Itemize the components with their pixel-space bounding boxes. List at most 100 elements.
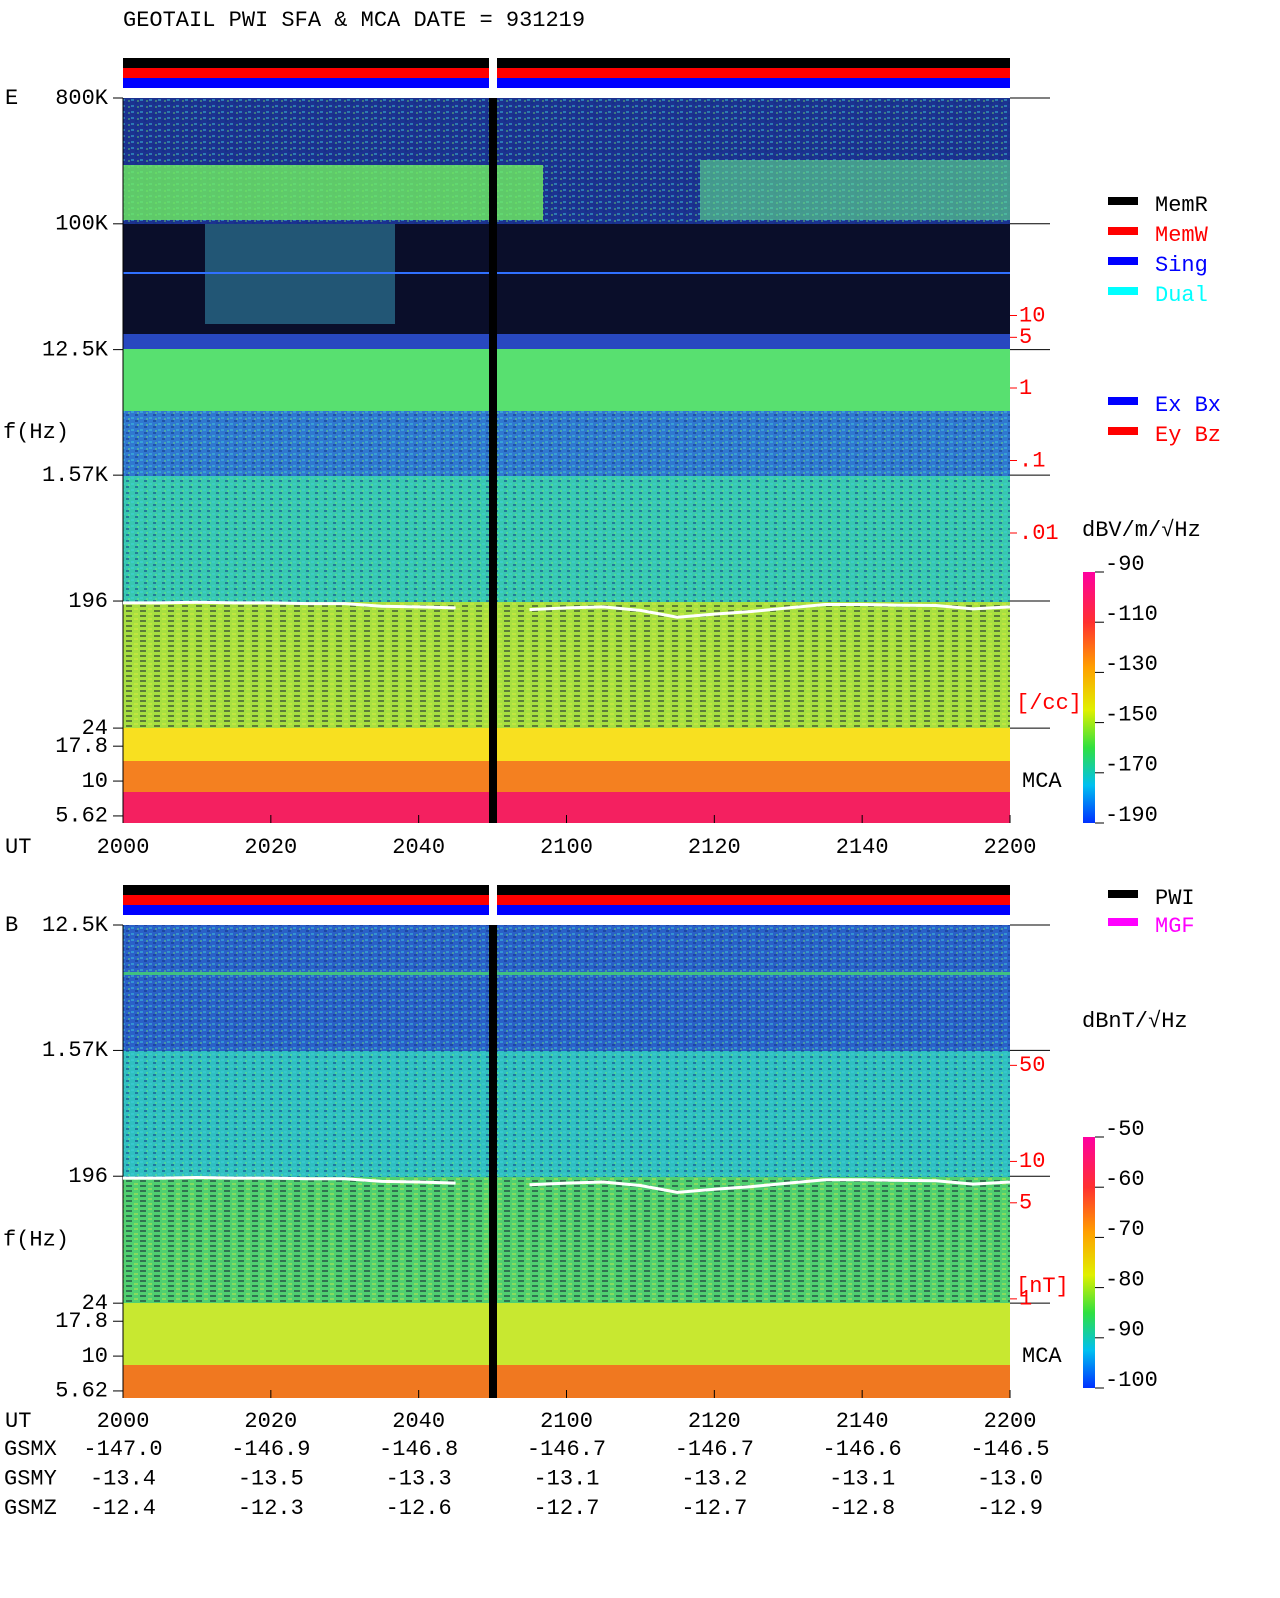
y-tick-label: 1.57K [42,1038,109,1063]
y-tick-label: 12.5K [42,337,109,362]
colorbar [1083,572,1095,823]
y2-tick-label: 50 [1019,1053,1045,1078]
y2-tick-label: 10 [1019,1149,1045,1174]
legend-swatch [1108,918,1138,926]
colorbar [1083,1137,1095,1388]
y2-tick-label: .1 [1019,448,1045,473]
colorbar-tick-label: -90 [1105,1318,1145,1343]
legend-label: Dual [1155,283,1208,308]
y-tick-label: 10 [82,769,108,794]
legend-label: MemW [1155,223,1209,248]
plasma-line [123,1175,1011,1194]
colorbar-tick-label: -170 [1105,753,1158,778]
y-tick-label: 12.5K [42,913,109,938]
spectrogram-b [123,925,1010,1398]
y2-tick-label: 10 [1019,303,1045,328]
orbit-value: -12.9 [977,1496,1043,1521]
legend-label: PWI [1155,886,1195,911]
colorbar-label: dBnT/√Hz [1082,1009,1188,1034]
x-tick-label: 2000 [97,1409,150,1434]
orbit-value: -12.7 [533,1496,599,1521]
mca-label: MCA [1022,769,1062,794]
x-axis-label: UT [5,835,31,860]
colorbar-tick-label: -80 [1105,1267,1145,1292]
y-tick-label: 24 [82,716,108,741]
spectrogram-e [123,98,1010,823]
x-tick-label: 2120 [688,1409,741,1434]
y-tick-label: 1.57K [42,463,109,488]
panel-label: B [5,913,18,938]
x-tick-label: 2200 [984,835,1037,860]
legend-swatch [1108,227,1138,235]
colorbar-tick-label: -90 [1105,552,1145,577]
y2-axis-label: [/cc] [1016,691,1082,716]
orbit-value: -146.9 [231,1437,310,1462]
orbit-value: -13.1 [829,1466,895,1491]
plasma-line [123,600,1011,619]
orbit-value: -12.8 [829,1496,895,1521]
x-axis-label: UT [5,1409,31,1434]
orbit-label: GSMY [4,1466,57,1491]
title: GEOTAIL PWI SFA & MCA DATE = 931219 [123,8,585,33]
legend-label: Sing [1155,253,1208,278]
panel-label: E [5,86,18,111]
colorbar-tick-label: -190 [1105,803,1158,828]
y2-tick-label: .01 [1019,521,1059,546]
orbit-value: -146.7 [527,1437,606,1462]
y-tick-label: 17.8 [55,1309,108,1334]
colorbar-tick-label: -60 [1105,1167,1145,1192]
orbit-value: -13.5 [238,1466,304,1491]
colorbar-tick-label: -150 [1105,702,1158,727]
colorbar-tick-label: -100 [1105,1368,1158,1393]
orbit-value: -146.5 [970,1437,1049,1462]
orbit-value: -147.0 [83,1437,162,1462]
orbit-label: GSMZ [4,1496,57,1521]
orbit-value: -13.3 [386,1466,452,1491]
legend-swatch [1108,257,1138,265]
y-tick-label: 5.62 [55,804,108,829]
y-axis-label: f(Hz) [3,420,69,445]
orbit-value: -146.8 [379,1437,458,1462]
orbit-value: -146.7 [675,1437,754,1462]
y-tick-label: 800K [55,86,109,111]
legend-label: MGF [1155,914,1195,939]
x-tick-label: 2040 [392,835,445,860]
orbit-value: -12.7 [681,1496,747,1521]
y-tick-label: 196 [68,1164,108,1189]
legend-label: Ey Bz [1155,423,1221,448]
legend-swatch [1108,287,1138,295]
x-tick-label: 2000 [97,835,150,860]
status-bar-e [123,58,1010,88]
y2-tick-label: 1 [1019,376,1032,401]
x-tick-label: 2100 [540,835,593,860]
x-tick-label: 2020 [244,1409,297,1434]
x-tick-label: 2140 [836,1409,889,1434]
colorbar-tick-label: -50 [1105,1117,1145,1142]
x-tick-label: 2040 [392,1409,445,1434]
y-tick-label: 196 [68,589,108,614]
orbit-value: -13.4 [90,1466,156,1491]
x-tick-label: 2140 [836,835,889,860]
legend-swatch [1108,197,1138,205]
y-tick-label: 10 [82,1344,108,1369]
y2-tick-label: 5 [1019,325,1032,350]
x-tick-label: 2200 [984,1409,1037,1434]
y-axis-label: f(Hz) [3,1228,69,1253]
orbit-label: GSMX [4,1437,57,1462]
y2-axis-label: [nT] [1016,1274,1069,1299]
x-tick-label: 2120 [688,835,741,860]
y2-tick-label: 1 [1019,1287,1032,1312]
x-tick-label: 2020 [244,835,297,860]
colorbar-tick-label: -110 [1105,602,1158,627]
orbit-value: -146.6 [823,1437,902,1462]
orbit-value: -12.6 [386,1496,452,1521]
y-tick-label: 100K [55,212,109,237]
legend-swatch [1108,397,1138,405]
mca-label: MCA [1022,1344,1062,1369]
orbit-value: -12.4 [90,1496,156,1521]
legend-swatch [1108,890,1138,898]
y2-tick-label: 5 [1019,1191,1032,1216]
orbit-value: -12.3 [238,1496,304,1521]
colorbar-tick-label: -70 [1105,1217,1145,1242]
